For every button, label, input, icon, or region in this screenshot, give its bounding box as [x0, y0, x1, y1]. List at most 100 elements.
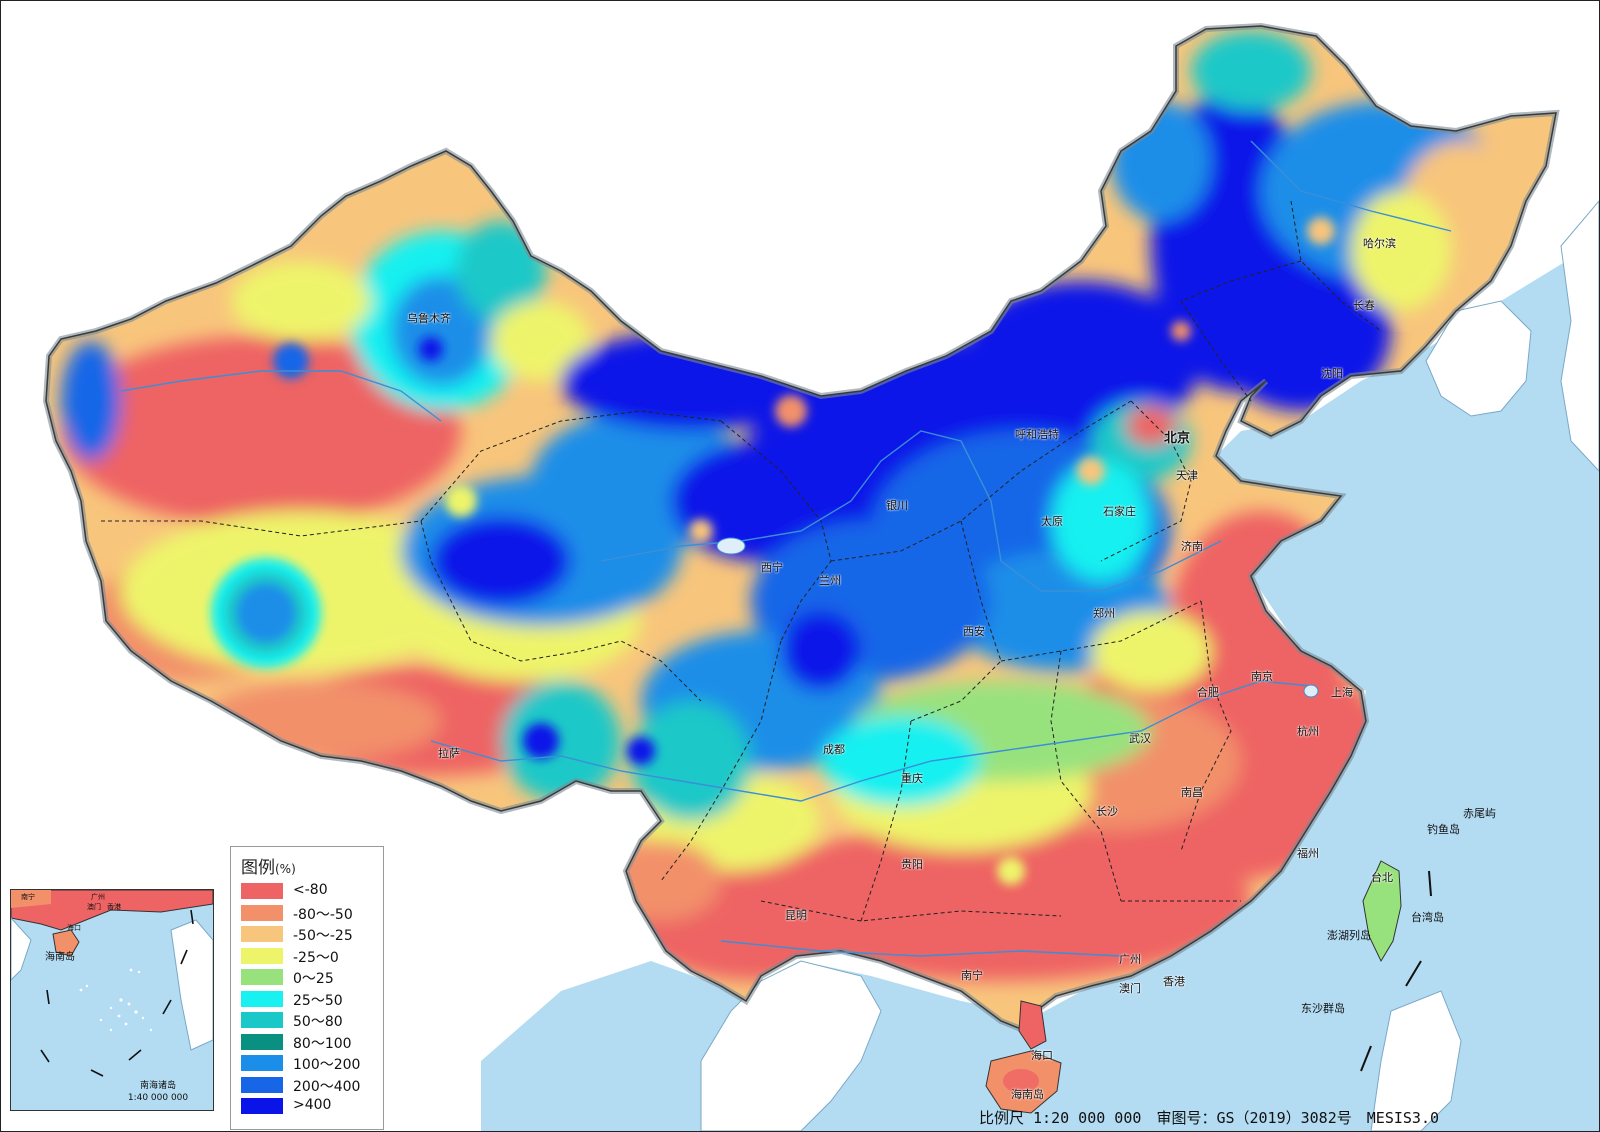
- city-chengdu: 成都: [823, 743, 845, 756]
- korea-peninsula: [1425, 300, 1532, 417]
- city-yinchuan: 银川: [886, 499, 908, 512]
- city-nanchang: 南昌: [1181, 786, 1203, 799]
- legend-label: 25～50: [293, 992, 343, 1009]
- city-nanning: 南宁: [961, 969, 983, 982]
- island-taiwandao: 台湾岛: [1411, 911, 1444, 924]
- taihu-lake: [1303, 684, 1319, 698]
- legend-swatch: [241, 947, 283, 964]
- city-jinan: 济南: [1181, 540, 1203, 553]
- city-hefei: 合肥: [1197, 686, 1219, 699]
- inset-caption-title: 南海诸岛: [139, 1081, 176, 1091]
- qinghai-lake: [716, 537, 746, 555]
- legend-label: -25～0: [293, 949, 339, 966]
- city-hainandao: 海南岛: [1011, 1088, 1044, 1101]
- inset-caption: 南海诸岛 1:40 000 000: [121, 1080, 195, 1104]
- city-xianggang: 香港: [1163, 975, 1185, 988]
- legend-label: 200～400: [293, 1078, 361, 1095]
- city-xian: 西安: [963, 625, 985, 638]
- taiwan-island: [1362, 860, 1402, 963]
- city-tianjin: 天津: [1176, 469, 1198, 482]
- city-lanzhou: 兰州: [819, 574, 841, 587]
- island-penghu: 澎湖列岛: [1327, 929, 1371, 942]
- legend-label: -80～-50: [293, 906, 353, 923]
- city-nanjing: 南京: [1251, 670, 1273, 683]
- map-legend: 图例(%) <-80 -80～-50 -50～-25 -25～0 0～25 25～50 50…: [230, 846, 384, 1130]
- city-hangzhou: 杭州: [1297, 725, 1319, 738]
- footer-review-number: 审图号：GS（2019）3082号: [1156, 1109, 1352, 1127]
- city-shijiazhuang: 石家庄: [1103, 505, 1136, 518]
- legend-unit: (%): [275, 862, 296, 876]
- city-taibei: 台北: [1371, 871, 1393, 884]
- south-china-sea-inset: 南宁 广州 澳门 香港 海口 海南岛 南海诸岛 1:40 000 000: [10, 889, 214, 1111]
- legend-row: 80～100: [241, 1033, 381, 1052]
- footer-system: MESIS3.0: [1366, 1109, 1440, 1127]
- island-dongsha: 东沙群岛: [1301, 1002, 1345, 1015]
- legend-label: 100～200: [293, 1057, 361, 1073]
- inset-label-nanning: 南宁: [21, 893, 35, 901]
- footer-scale: 比例尺 1:20 000 000: [979, 1109, 1142, 1127]
- legend-label: 50～80: [293, 1014, 343, 1030]
- legend-swatch: [241, 904, 283, 921]
- inset-label-aomen: 澳门: [87, 903, 101, 911]
- city-guangzhou: 广州: [1119, 953, 1141, 966]
- legend-row: <-80: [241, 882, 381, 899]
- city-haikou: 海口: [1031, 1049, 1053, 1062]
- rivers: [120, 140, 1452, 957]
- city-zhengzhou: 郑州: [1093, 607, 1115, 620]
- legend-row: >400: [241, 1097, 381, 1114]
- philippines-coast: [1370, 990, 1462, 1131]
- japan-coast: [1560, 200, 1599, 472]
- city-fuzhou: 福州: [1297, 847, 1319, 860]
- city-huhehaote: 呼和浩特: [1015, 428, 1059, 441]
- city-shanghai: 上海: [1331, 686, 1353, 699]
- legend-swatch: [241, 1076, 283, 1093]
- nine-dash-line: [1360, 870, 1432, 1072]
- legend-row: 100～200: [241, 1055, 381, 1073]
- island-diaoyudao: 钓鱼岛: [1427, 823, 1460, 836]
- legend-swatch: [241, 969, 283, 985]
- city-shenyang: 沈阳: [1321, 367, 1343, 380]
- legend-swatch: [241, 926, 283, 942]
- legend-swatch: [241, 990, 283, 1007]
- city-chongqing: 重庆: [901, 772, 923, 785]
- legend-swatch: [241, 1098, 283, 1114]
- legend-row: 25～50: [241, 990, 381, 1009]
- legend-label: 80～100: [293, 1035, 352, 1052]
- city-xining: 西宁: [761, 561, 783, 574]
- inset-label-xianggang: 香港: [107, 903, 121, 911]
- legend-label: >400: [293, 1097, 332, 1113]
- legend-row: -50～-25: [241, 926, 381, 944]
- inset-label-hainandao: 海南岛: [45, 952, 75, 963]
- city-changsha: 长沙: [1096, 805, 1118, 818]
- legend-row: 50～80: [241, 1012, 381, 1030]
- city-kunming: 昆明: [785, 909, 807, 922]
- legend-swatch: [241, 1055, 283, 1071]
- legend-swatch: [241, 883, 283, 899]
- city-lasa: 拉萨: [438, 747, 460, 760]
- inset-label-guangzhou: 广州: [91, 893, 105, 901]
- legend-row: 200～400: [241, 1076, 381, 1095]
- legend-title: 图例(%): [241, 858, 296, 878]
- city-wuhan: 武汉: [1129, 732, 1151, 745]
- city-taiyuan: 太原: [1041, 515, 1063, 528]
- legend-swatch: [241, 1033, 283, 1050]
- island-chiweiyu: 赤尾屿: [1463, 807, 1496, 820]
- city-wulumuqi: 乌鲁木齐: [407, 312, 451, 325]
- legend-row: -80～-50: [241, 904, 381, 923]
- city-aomen: 澳门: [1119, 982, 1141, 995]
- province-borders: [101, 200, 1382, 922]
- legend-label: <-80: [293, 882, 328, 898]
- inset-map: [11, 890, 213, 1077]
- city-beijing: 北京: [1164, 431, 1191, 446]
- legend-label: 0～25: [293, 971, 334, 987]
- east-sea: [861, 241, 1599, 1131]
- legend-row: -25～0: [241, 947, 381, 966]
- legend-label: -50～-25: [293, 928, 353, 944]
- legend-row: 0～25: [241, 969, 381, 987]
- inset-caption-scale: 1:40 000 000: [127, 1093, 189, 1103]
- legend-swatch: [241, 1012, 283, 1028]
- city-changchun: 长春: [1353, 299, 1375, 312]
- inset-label-haikou: 海口: [67, 924, 81, 932]
- map-footer: 比例尺 1:20 000 000 审图号：GS（2019）3082号 MESIS…: [979, 1107, 1445, 1128]
